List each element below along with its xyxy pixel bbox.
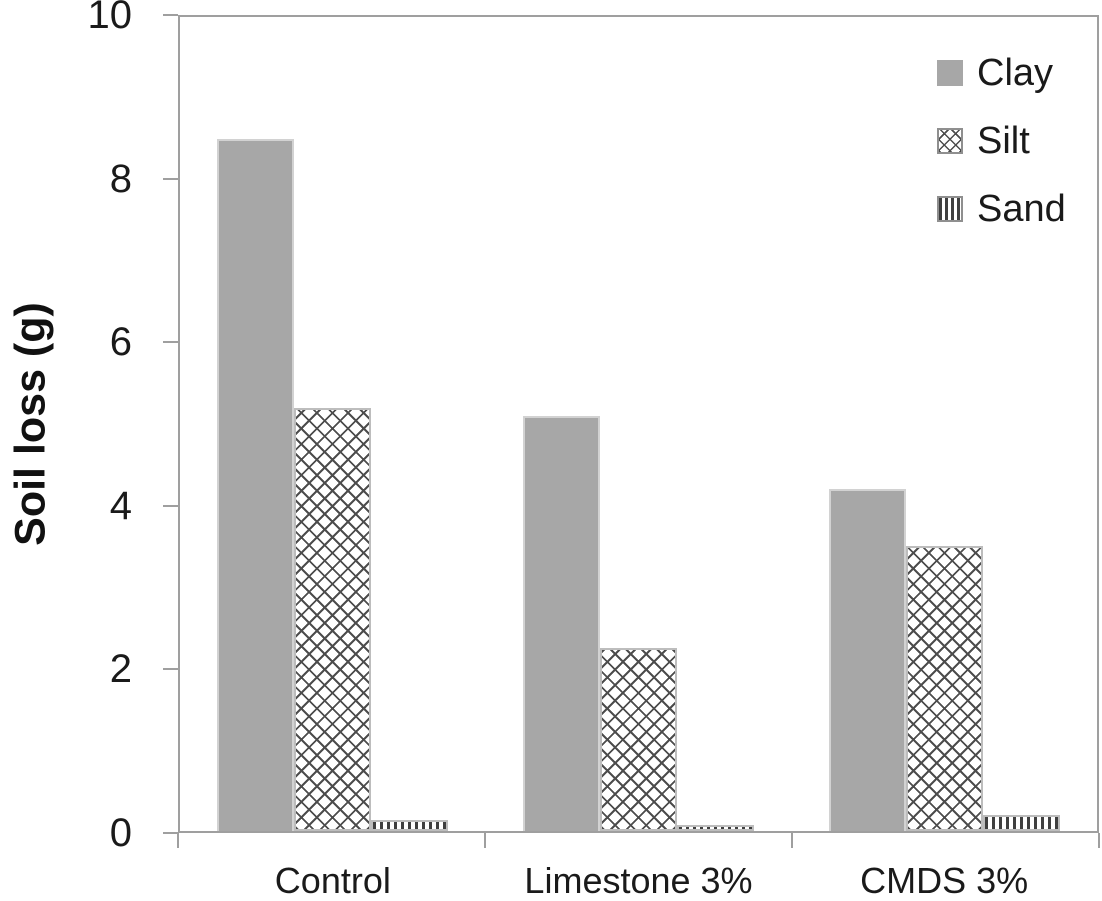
y-tick-10 bbox=[163, 14, 178, 16]
x-tick-2 bbox=[791, 833, 793, 848]
y-tick-label-2: 2 bbox=[109, 647, 132, 692]
bar-clay-limestone-3 bbox=[523, 416, 600, 831]
legend-item-silt: Silt bbox=[937, 122, 1066, 160]
plot-area bbox=[178, 15, 1099, 833]
x-tick-label-control: Control bbox=[274, 860, 391, 901]
legend-label-silt: Silt bbox=[977, 120, 1030, 162]
x-tick-1 bbox=[484, 833, 486, 848]
bar-clay-cmds-3 bbox=[829, 489, 906, 831]
y-tick-label-6: 6 bbox=[109, 320, 132, 365]
y-tick-4 bbox=[163, 504, 178, 507]
y-tick-label-8: 8 bbox=[109, 156, 132, 201]
y-tick-label-10: 10 bbox=[87, 0, 133, 37]
bar-sand-limestone-3 bbox=[677, 825, 754, 831]
bar-silt-limestone-3 bbox=[600, 648, 677, 831]
bar-silt-control bbox=[294, 408, 371, 831]
y-tick-label-4: 4 bbox=[109, 483, 132, 528]
x-tick-label-cmds-3: CMDS 3% bbox=[860, 860, 1029, 901]
bar-sand-control bbox=[371, 820, 448, 831]
silt-swatch-icon bbox=[937, 128, 963, 154]
bar-clay-control bbox=[217, 139, 294, 831]
x-tick-label-limestone-3: Limestone 3% bbox=[524, 860, 753, 901]
y-tick-label-0: 0 bbox=[109, 811, 132, 855]
x-tick-0 bbox=[177, 833, 179, 848]
y-tick-6 bbox=[163, 341, 178, 344]
y-tick-2 bbox=[163, 668, 178, 671]
legend-label-sand: Sand bbox=[977, 188, 1066, 230]
y-tick-8 bbox=[163, 177, 178, 180]
legend-item-clay: Clay bbox=[937, 54, 1066, 92]
legend: Clay Silt Sand bbox=[937, 54, 1066, 228]
bar-sand-cmds-3 bbox=[983, 815, 1060, 831]
bar-silt-cmds-3 bbox=[906, 546, 983, 831]
y-tick-0 bbox=[163, 832, 178, 834]
x-tick-3 bbox=[1098, 833, 1100, 848]
legend-item-sand: Sand bbox=[937, 190, 1066, 228]
clay-swatch-icon bbox=[937, 60, 963, 86]
sand-swatch-icon bbox=[937, 196, 963, 222]
legend-label-clay: Clay bbox=[977, 52, 1054, 94]
